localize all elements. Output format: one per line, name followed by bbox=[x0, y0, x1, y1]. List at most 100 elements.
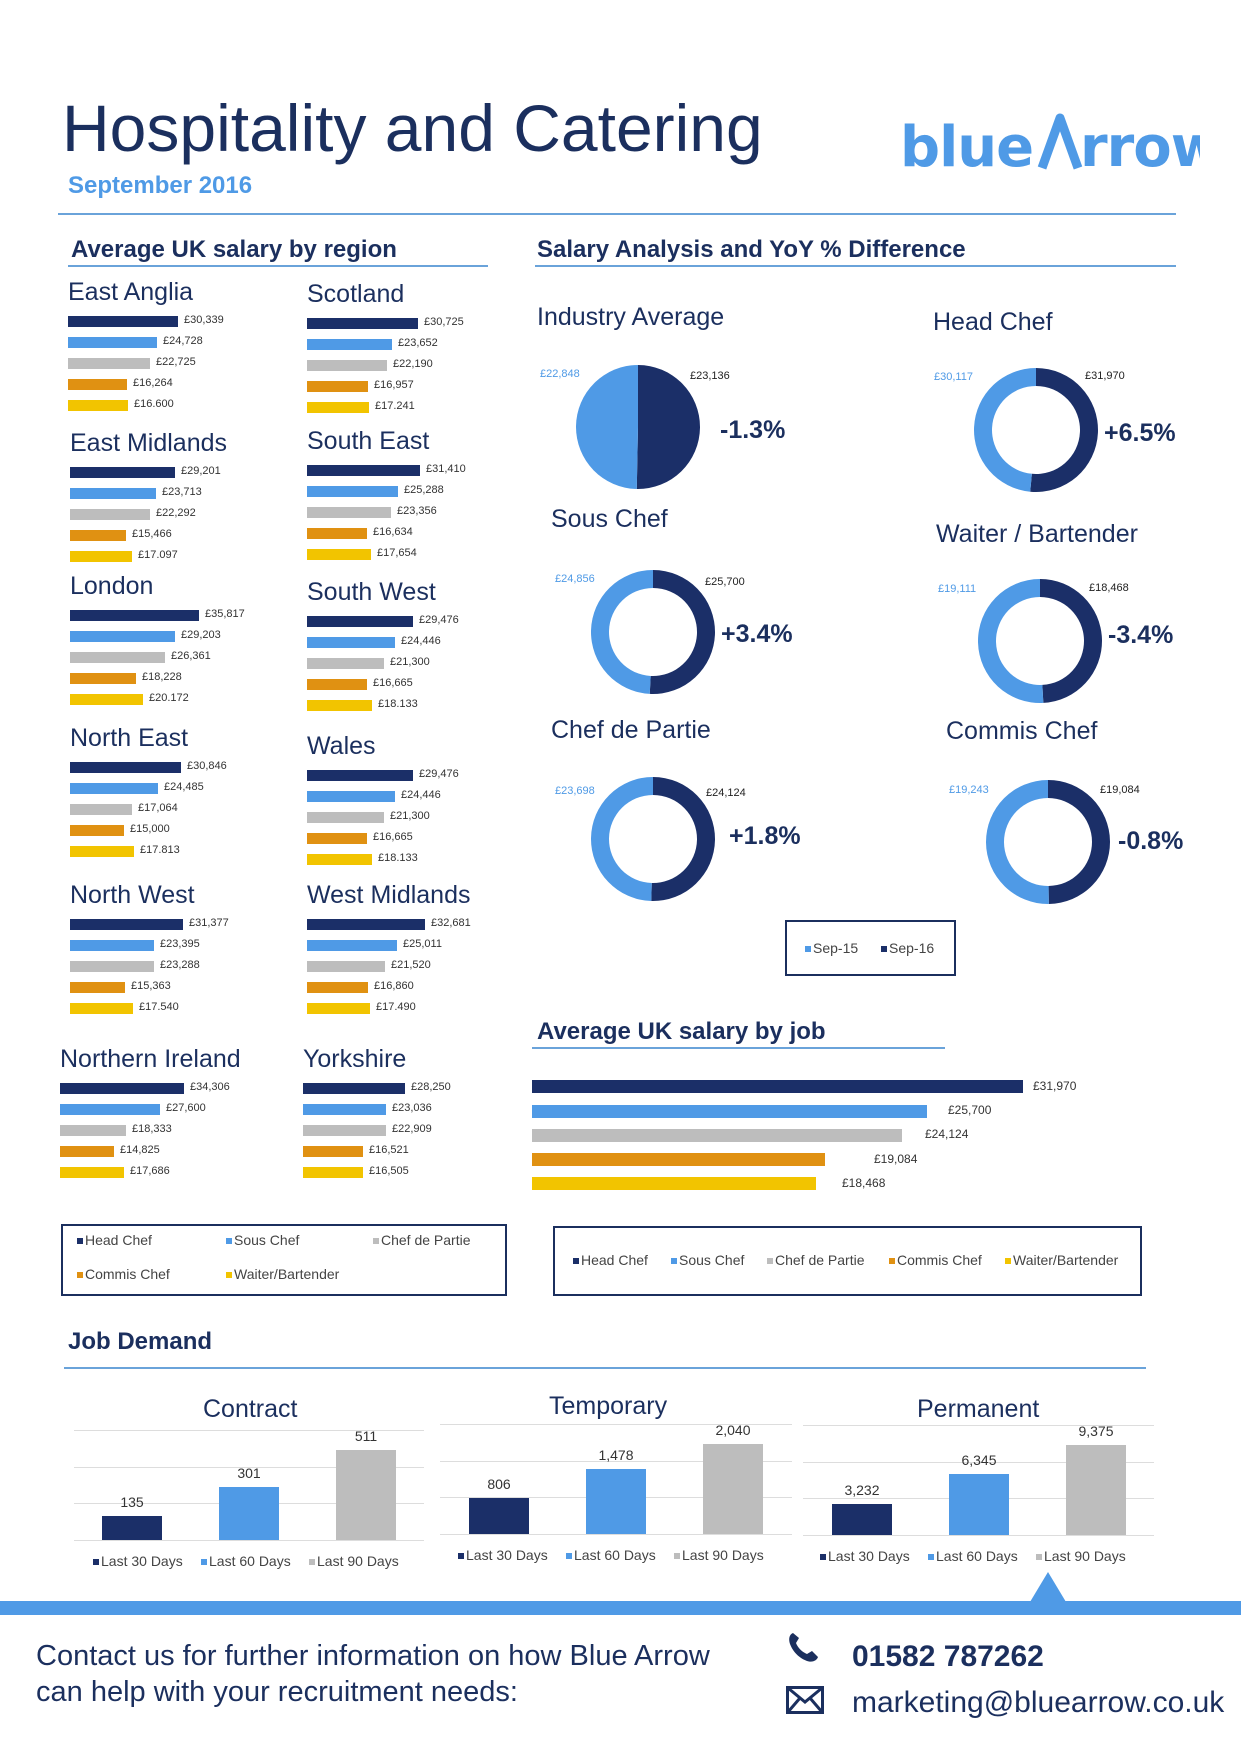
bar-label-head-chef: £34,306 bbox=[190, 1081, 230, 1093]
bar-waiter-bartender bbox=[307, 402, 369, 413]
legend-text: Last 30 Days bbox=[828, 1548, 910, 1564]
demand-legend-contract-last-90-days: Last 90 Days bbox=[309, 1553, 399, 1569]
bar-sous-chef bbox=[303, 1104, 386, 1115]
legend-swatch bbox=[1036, 1554, 1042, 1561]
bar-head-chef bbox=[307, 318, 418, 329]
region-east-anglia: East Anglia £30,339 £24,728 £22,725 £16,264 £… bbox=[68, 278, 278, 418]
donut-slice-sep-15 bbox=[576, 365, 638, 489]
bar-label-commis-chef: £15,466 bbox=[132, 528, 172, 540]
bar-label-waiter-bartender: £17,686 bbox=[130, 1165, 170, 1177]
footer-band-arrow bbox=[1030, 1572, 1066, 1602]
bar-head-chef bbox=[307, 770, 413, 781]
bar-label-waiter-bartender: £17.490 bbox=[376, 1001, 416, 1013]
bar-label-head-chef: £30,725 bbox=[424, 316, 464, 328]
demand-bar-temporary-last-60-days bbox=[586, 1469, 646, 1534]
contact-line-1: Contact us for further information on ho… bbox=[36, 1640, 710, 1672]
region-name: London bbox=[70, 572, 154, 600]
bar-label-sous-chef: £24,485 bbox=[164, 781, 204, 793]
donut-slice-sep-16 bbox=[636, 365, 700, 489]
demand-bar-contract-last-90-days bbox=[336, 1450, 396, 1540]
bar-waiter-bartender bbox=[307, 1003, 370, 1014]
bar-sous-chef bbox=[307, 637, 395, 648]
job-bar-label-waiter-bartender: £18,468 bbox=[842, 1176, 886, 1190]
region-name: North West bbox=[70, 881, 195, 909]
bar-head-chef bbox=[70, 467, 175, 478]
job-bar-head-chef bbox=[532, 1080, 1023, 1093]
bar-head-chef bbox=[303, 1083, 405, 1094]
bar-commis-chef bbox=[68, 379, 127, 390]
bar-label-waiter-bartender: £17.241 bbox=[375, 400, 415, 412]
donut-label-sep-15: £23,698 bbox=[555, 785, 595, 797]
gridline bbox=[803, 1461, 1154, 1463]
svg-text:rrow: rrow bbox=[1080, 115, 1200, 180]
demand-legend-permanent-last-90-days: Last 90 Days bbox=[1036, 1548, 1126, 1564]
donut-label-sep-15: £24,856 bbox=[555, 573, 595, 585]
demand-value-permanent-last-90-days: 9,375 bbox=[1078, 1423, 1114, 1439]
donut-slice-sep-15 bbox=[986, 780, 1049, 904]
bar-chef-de-partie bbox=[307, 961, 385, 972]
donut-yoy-diff-chef-de-partie: +1.8% bbox=[729, 822, 801, 850]
gridline bbox=[440, 1534, 792, 1535]
job-demand-underline bbox=[64, 1367, 1146, 1369]
gridline bbox=[803, 1425, 1154, 1426]
donut-slice-sep-15 bbox=[974, 368, 1036, 492]
bar-chef-de-partie bbox=[70, 961, 154, 972]
phone-icon bbox=[789, 1633, 818, 1662]
gridline bbox=[74, 1466, 424, 1468]
bar-label-waiter-bartender: £16,505 bbox=[369, 1165, 409, 1177]
demand-bar-temporary-last-90-days bbox=[703, 1444, 763, 1534]
job-bar-commis-chef bbox=[532, 1153, 825, 1166]
gridline bbox=[803, 1535, 1154, 1536]
bar-label-sous-chef: £23,036 bbox=[392, 1102, 432, 1114]
salary-analysis-title: Salary Analysis and YoY % Difference bbox=[537, 236, 966, 263]
bar-label-head-chef: £30,339 bbox=[184, 314, 224, 326]
bar-label-head-chef: £29,201 bbox=[181, 465, 221, 477]
demand-legend-contract-last-60-days: Last 60 Days bbox=[201, 1553, 291, 1569]
legend-swatch bbox=[458, 1553, 464, 1560]
legend-swatch bbox=[309, 1559, 315, 1566]
donut-slice-sep-16 bbox=[1048, 780, 1111, 904]
region-name: South West bbox=[307, 578, 436, 606]
bar-waiter-bartender bbox=[70, 846, 134, 857]
bar-label-waiter-bartender: £18.133 bbox=[378, 698, 418, 710]
donut-sous-chef bbox=[590, 570, 715, 694]
donut-yoy-diff-commis-chef: -0.8% bbox=[1118, 827, 1184, 855]
header-divider bbox=[58, 213, 1176, 215]
bar-waiter-bartender bbox=[70, 551, 132, 562]
bar-label-sous-chef: £29,203 bbox=[181, 629, 221, 641]
region-northern-ireland: Northern Ireland £34,306 £27,600 £18,333 £14… bbox=[60, 1045, 270, 1185]
bar-label-waiter-bartender: £20.172 bbox=[149, 692, 189, 704]
bar-chef-de-partie bbox=[303, 1125, 386, 1136]
legend-sep-15: Sep-15 bbox=[805, 940, 858, 956]
donut-label-sep-16: £18,468 bbox=[1089, 582, 1129, 594]
phone-number[interactable]: 01582 787262 bbox=[852, 1640, 1044, 1673]
bar-waiter-bartender bbox=[70, 694, 143, 705]
donut-title-industry-average: Industry Average bbox=[537, 303, 725, 331]
bar-label-commis-chef: £16,860 bbox=[374, 980, 414, 992]
donut-slice-sep-16 bbox=[649, 570, 715, 694]
donut-label-sep-15: £22,848 bbox=[540, 368, 580, 380]
bar-label-sous-chef: £23,652 bbox=[398, 337, 438, 349]
region-name: Northern Ireland bbox=[60, 1045, 241, 1073]
contact-line-2: can help with your recruitment needs: bbox=[36, 1676, 518, 1708]
bar-label-waiter-bartender: £17.540 bbox=[139, 1001, 179, 1013]
gridline bbox=[440, 1424, 792, 1425]
gridline bbox=[440, 1460, 792, 1462]
bar-label-commis-chef: £16,665 bbox=[373, 831, 413, 843]
donut-label-sep-16: £19,084 bbox=[1100, 784, 1140, 796]
legend-commis-chef: Commis Chef bbox=[889, 1252, 982, 1268]
bar-sous-chef bbox=[70, 783, 158, 794]
job-bar-label-sous-chef: £25,700 bbox=[948, 1103, 992, 1117]
email-address[interactable]: marketing@bluearrow.co.uk bbox=[852, 1686, 1225, 1719]
donut-slice-sep-16 bbox=[1030, 368, 1098, 492]
legend-swatch bbox=[93, 1559, 99, 1566]
gridline bbox=[74, 1430, 424, 1431]
contact-text: Contact us for further information on ho… bbox=[36, 1638, 736, 1710]
donut-label-sep-16: £25,700 bbox=[705, 576, 745, 588]
salary-analysis-underline bbox=[535, 265, 1176, 267]
bar-chef-de-partie bbox=[60, 1125, 126, 1136]
demand-bar-contract-last-60-days bbox=[219, 1487, 279, 1540]
legend-sous-chef: Sous Chef bbox=[671, 1252, 744, 1268]
bar-label-head-chef: £29,476 bbox=[419, 768, 459, 780]
donut-title-chef-de-partie: Chef de Partie bbox=[551, 716, 711, 744]
